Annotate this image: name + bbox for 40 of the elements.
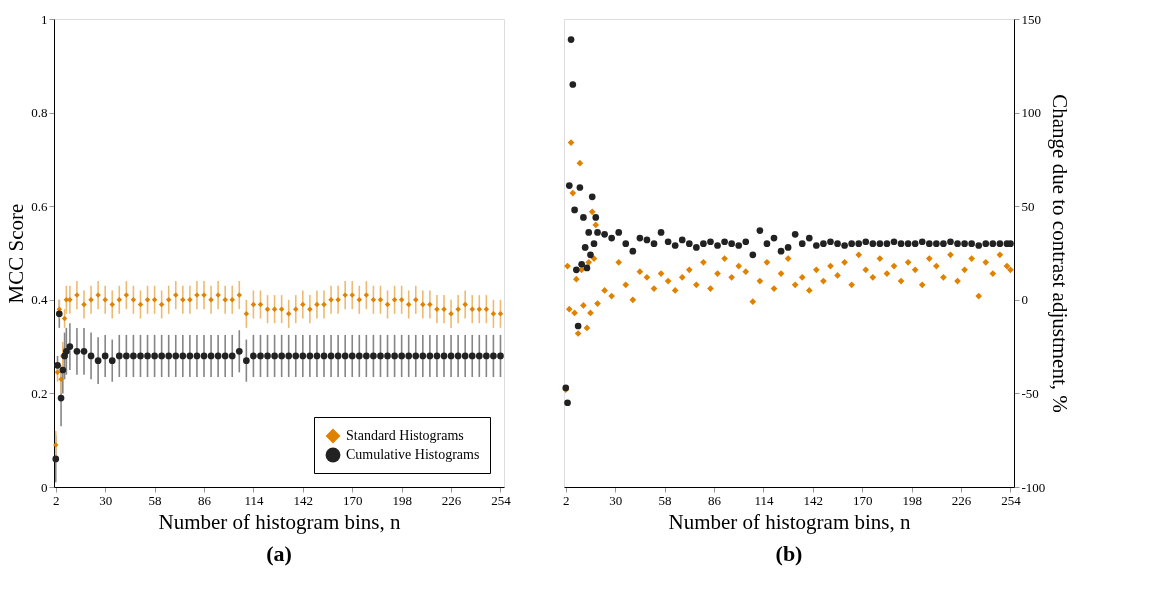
text: (a) [266,541,292,566]
x-tick-label: 198 [392,492,412,508]
x-axis-title: Number of histogram bins, n [158,509,402,534]
x-tick-label: 198 [902,492,922,508]
y2-tick-label: 50 [1021,198,1035,214]
x-tick-label: 226 [951,492,972,508]
y2-tick-label: -50 [1021,385,1039,401]
y2-tick-label: -100 [1021,479,1046,495]
y-tick-label: 0.4 [31,292,48,308]
x-tick-label: 86 [708,492,722,508]
x-axis-title: Number of histogram bins, n [668,509,912,534]
x-tick-label: 170 [852,492,873,508]
x-tick-label: 226 [441,492,462,508]
x-tick-label: 114 [754,492,774,508]
x-tick-label: 254 [491,492,512,508]
y-tick-label: 0 [41,479,48,495]
x-tick-label: 142 [803,492,824,508]
legend-label: Cumulative Histograms [346,447,480,462]
x-tick-label: 142 [293,492,314,508]
y2-tick-label: 150 [1021,11,1041,27]
x-tick-label: 30 [609,492,623,508]
x-tick-label: 2 [53,492,60,508]
legend-label: Standard Histograms [346,428,464,443]
x-tick-label: 86 [198,492,212,508]
x-tick-label: 254 [1001,492,1022,508]
y-tick-label: 0.6 [31,198,48,214]
x-tick-label: 58 [658,492,672,508]
y-tick-label: 0.2 [31,385,48,401]
y-axis-title: MCC Score [4,203,29,304]
y2-tick-label: 0 [1021,292,1028,308]
x-tick-label: 170 [342,492,363,508]
x-tick-label: 30 [99,492,113,508]
x-tick-label: 58 [148,492,162,508]
y-tick-label: 1 [41,11,48,27]
y2-axis-title: Change due to contrast adjustment, % [1048,94,1073,413]
text: (b) [775,541,803,566]
y-tick-label: 0.8 [31,105,48,121]
x-tick-label: 2 [563,492,570,508]
y2-tick-label: 100 [1021,105,1041,121]
x-tick-label: 114 [244,492,264,508]
